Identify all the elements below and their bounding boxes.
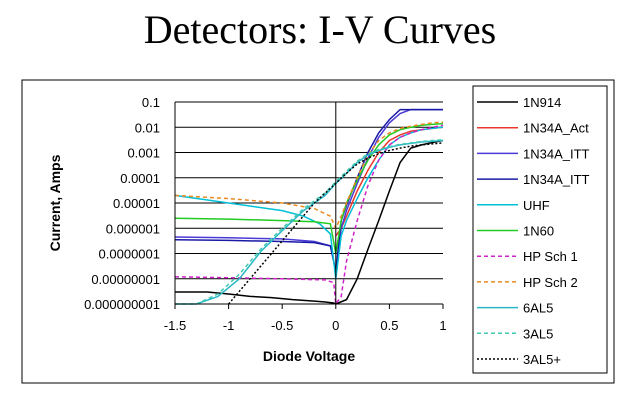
- legend-label: HP Sch 1: [523, 249, 578, 264]
- legend-label: 1N34A_ITT: [523, 172, 590, 187]
- y-tick-label: 0.000001: [106, 221, 160, 236]
- legend-label: 3AL5: [523, 326, 553, 341]
- legend-label: HP Sch 2: [523, 275, 578, 290]
- legend: 1N914 1N34A_Act 1N34A_ITT 1N34A_ITT UHF 1N60 H…: [477, 95, 590, 367]
- legend-label: 1N914: [523, 95, 561, 110]
- y-tick-label: 0.000000001: [84, 297, 160, 312]
- axes: [174, 102, 444, 309]
- x-tick-label: -1.5: [164, 318, 186, 333]
- x-tick-label: 0: [332, 318, 339, 333]
- x-axis-label: Diode Voltage: [263, 348, 356, 364]
- series-line: [174, 122, 444, 254]
- y-tick-label: 0.0001: [120, 171, 160, 186]
- legend-label: 6AL5: [523, 301, 553, 316]
- legend-label: 1N34A_ITT: [523, 146, 590, 161]
- y-tick-label: 0.001: [127, 146, 160, 161]
- legend-box: [472, 85, 608, 374]
- legend-label: 1N34A_Act: [523, 121, 589, 136]
- y-tick-label: 0.00001: [113, 196, 160, 211]
- series-line: [174, 126, 444, 279]
- slide-title: Detectors: I-V Curves: [143, 7, 497, 52]
- series-layer: [174, 108, 444, 307]
- y-tick-label: 0.00000001: [91, 272, 160, 287]
- x-tick-label: -1: [223, 318, 235, 333]
- series-line: [175, 139, 444, 305]
- series-line: [174, 121, 444, 231]
- legend-label: 3AL5+: [523, 352, 561, 367]
- x-tick-label: -0.5: [271, 318, 293, 333]
- y-axis-label: Current, Amps: [47, 154, 63, 251]
- y-tick-label: 0.1: [142, 95, 160, 110]
- series-line: [174, 124, 444, 307]
- x-tick-label: 0.5: [380, 318, 398, 333]
- series-line: [228, 142, 444, 305]
- legend-label: 1N60: [523, 224, 554, 239]
- y-tick-label: 0.0000001: [99, 247, 160, 262]
- gridlines: [175, 101, 443, 305]
- x-tick-label: 1: [439, 318, 446, 333]
- x-tick-labels: -1.5 -1 -0.5 0 0.5 1: [164, 318, 447, 333]
- y-tick-label: 0.01: [135, 120, 160, 135]
- series-line: [175, 138, 444, 305]
- y-tick-labels: 0.1 0.01 0.001 0.0001 0.00001 0.000001 0.00000…: [84, 95, 160, 312]
- legend-label: UHF: [523, 198, 550, 213]
